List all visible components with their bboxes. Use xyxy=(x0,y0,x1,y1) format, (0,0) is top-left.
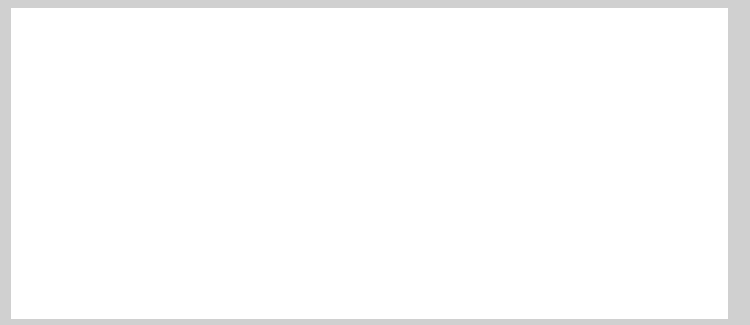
Text: (F)  the $(1, 3)$ entry of $P^4$: (F) the $(1, 3)$ entry of $P^4$ xyxy=(322,218,470,237)
Text: (D)  the $(1, 3)$ entry of $P^2$: (D) the $(1, 3)$ entry of $P^2$ xyxy=(322,174,470,193)
Text: Suppose that a Markov chain with 3 states and with transition matrix $P$ is in s: Suppose that a Markov chain with 3 state… xyxy=(41,21,541,38)
Text: (E)  the $(3, 1)$ entry of $P$: (E) the $(3, 1)$ entry of $P$ xyxy=(53,218,194,235)
Text: that it will be in state 1 on the third observation?: that it will be in state 1 on the third … xyxy=(41,69,334,82)
Text: (H)  the $(1, 3)$ entry of $P$: (H) the $(1, 3)$ entry of $P$ xyxy=(322,262,466,279)
Text: (G)  the $(3, 1)$ entry of $P^2$: (G) the $(3, 1)$ entry of $P^2$ xyxy=(53,262,200,281)
Text: (C)  the $(3, 1)$ entry of $P^4$: (C) the $(3, 1)$ entry of $P^4$ xyxy=(53,174,200,193)
Text: (A)  the $(3, 1)$ entry of $P^3$: (A) the $(3, 1)$ entry of $P^3$ xyxy=(53,130,200,150)
Text: (B)  the $(1, 3)$ entry of $P^3$: (B) the $(1, 3)$ entry of $P^3$ xyxy=(322,130,470,150)
Text: on the first observation.  Which of the following expressions represents the pro: on the first observation. Which of the f… xyxy=(41,45,560,58)
